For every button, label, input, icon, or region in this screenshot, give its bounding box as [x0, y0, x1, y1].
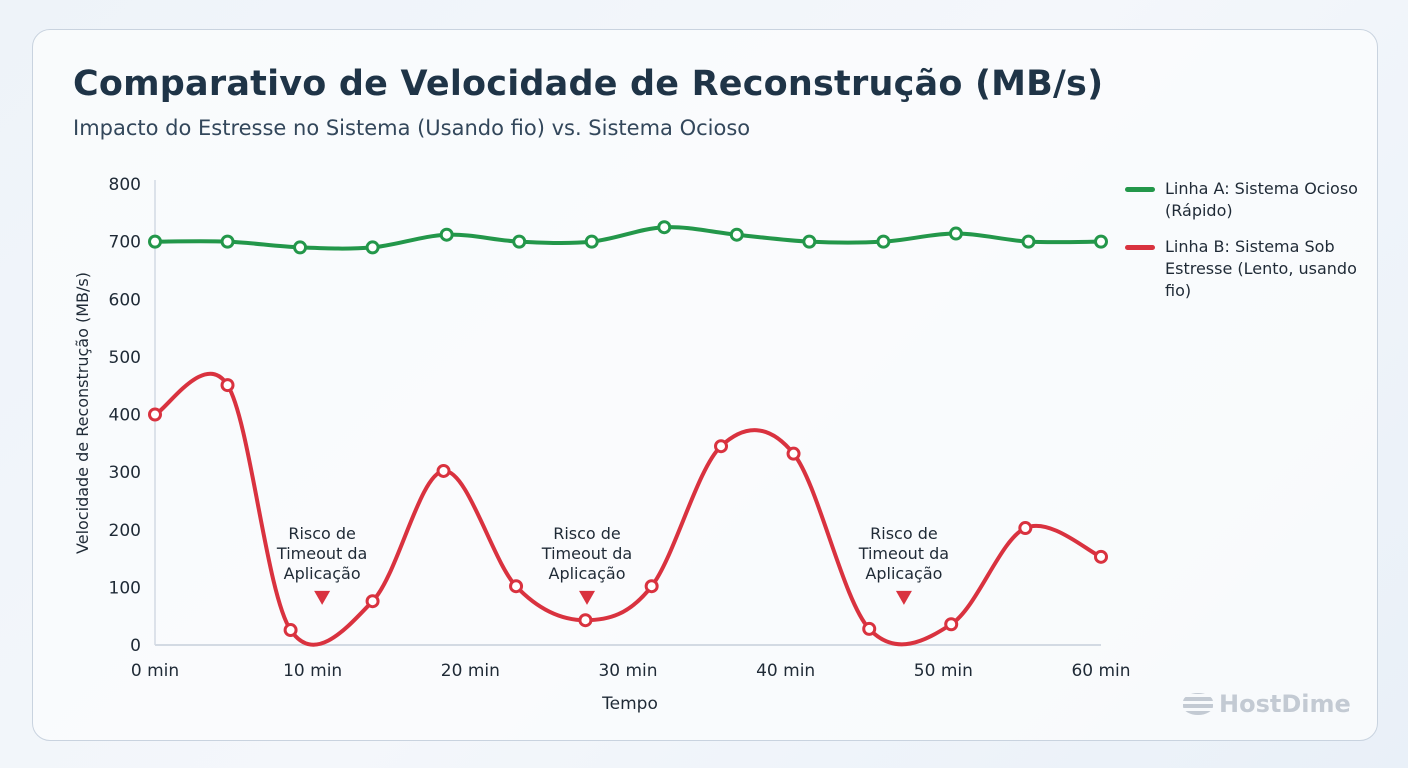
y-tick-label: 500 — [109, 348, 141, 368]
legend-item-a: Linha A: Sistema Ocioso (Rápido) — [1125, 178, 1365, 222]
legend: Linha A: Sistema Ocioso (Rápido) Linha B… — [1125, 178, 1365, 316]
x-tick-label: 60 min — [1071, 661, 1130, 681]
data-point-b — [1094, 549, 1108, 564]
legend-label-a: Linha A: Sistema Ocioso (Rápido) — [1165, 179, 1358, 220]
data-point-b — [283, 623, 298, 638]
brand-logo: HostDime — [1183, 690, 1351, 718]
series-line-b — [153, 371, 1103, 647]
data-point-b — [786, 446, 801, 461]
data-point-a — [948, 226, 963, 241]
legend-item-b: Linha B: Sistema Sob Estresse (Lento, us… — [1125, 236, 1365, 302]
y-tick-label: 800 — [109, 175, 141, 195]
data-point-b — [1018, 521, 1033, 536]
data-point-a — [512, 234, 527, 249]
y-tick-label: 700 — [109, 233, 141, 253]
chart-subtitle: Impacto do Estresse no Sistema (Usando f… — [73, 116, 751, 140]
data-point-b — [578, 613, 593, 628]
annotation-text: Risco de Timeout da Aplicação — [541, 524, 632, 583]
data-point-a — [876, 234, 891, 249]
brand-name: HostDime — [1219, 690, 1351, 718]
x-tick-label: 50 min — [914, 661, 973, 681]
data-point-b — [220, 378, 235, 393]
x-axis-title: Tempo — [601, 694, 658, 714]
data-point-a — [657, 220, 672, 235]
data-point-a — [148, 234, 162, 249]
data-point-a — [584, 234, 599, 249]
y-tick-label: 300 — [109, 463, 141, 483]
data-point-a — [293, 240, 308, 255]
data-point-b — [365, 594, 380, 609]
x-tick-label: 20 min — [441, 661, 500, 681]
chart-title: Comparativo de Velocidade de Reconstruçã… — [73, 64, 1104, 104]
data-point-b — [148, 407, 162, 422]
legend-swatch-b — [1125, 245, 1155, 250]
y-tick-label: 100 — [109, 578, 141, 598]
y-tick-label: 0 — [130, 636, 141, 656]
y-tick-label: 400 — [109, 406, 141, 426]
data-point-b — [436, 463, 451, 478]
y-tick-label: 600 — [109, 290, 141, 310]
hostdime-logo-icon — [1183, 693, 1213, 715]
chart-card — [32, 29, 1378, 741]
data-point-a — [1094, 234, 1108, 249]
legend-label-b: Linha B: Sistema Sob Estresse (Lento, us… — [1165, 237, 1357, 300]
data-point-a — [802, 234, 817, 249]
data-point-a — [1021, 234, 1036, 249]
data-point-b — [862, 621, 877, 636]
legend-swatch-a — [1125, 187, 1155, 192]
warning-triangle-icon — [314, 590, 331, 605]
data-point-a — [365, 240, 380, 255]
x-tick-label: 10 min — [283, 661, 342, 681]
data-point-b — [714, 439, 729, 454]
x-tick-label: 0 min — [131, 661, 179, 681]
x-tick-label: 30 min — [598, 661, 657, 681]
y-axis-title: Velocidade de Reconstrução (MB/s) — [73, 272, 92, 554]
annotation-text: Risco de Timeout da Aplicação — [276, 524, 367, 583]
data-point-a — [220, 234, 235, 249]
data-point-a — [439, 227, 454, 242]
data-point-b — [509, 579, 524, 594]
data-point-b — [944, 617, 959, 632]
data-point-b — [644, 579, 659, 594]
warning-triangle-icon — [895, 590, 912, 605]
warning-triangle-icon — [579, 590, 596, 605]
data-point-a — [729, 227, 744, 242]
y-tick-label: 200 — [109, 521, 141, 541]
x-tick-label: 40 min — [756, 661, 815, 681]
annotation-text: Risco de Timeout da Aplicação — [858, 524, 949, 583]
